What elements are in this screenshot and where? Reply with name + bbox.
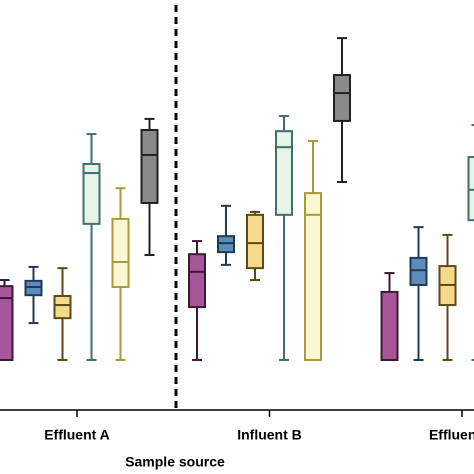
box (380, 290, 399, 361)
box (246, 213, 264, 270)
box (409, 256, 428, 286)
x-axis-label: Sample source (125, 454, 225, 470)
box (82, 163, 101, 225)
box (0, 285, 14, 361)
x-tick-label: Effluent C (429, 427, 474, 443)
box (24, 279, 43, 297)
x-tick-label: Influent B (237, 427, 302, 443)
box (333, 74, 351, 122)
box (53, 295, 72, 320)
box (217, 235, 235, 254)
box (467, 156, 474, 222)
box (275, 130, 293, 216)
box (304, 192, 322, 361)
box (188, 253, 206, 309)
x-tick-label: Effluent A (44, 427, 110, 443)
box (111, 217, 130, 288)
box (140, 128, 159, 204)
